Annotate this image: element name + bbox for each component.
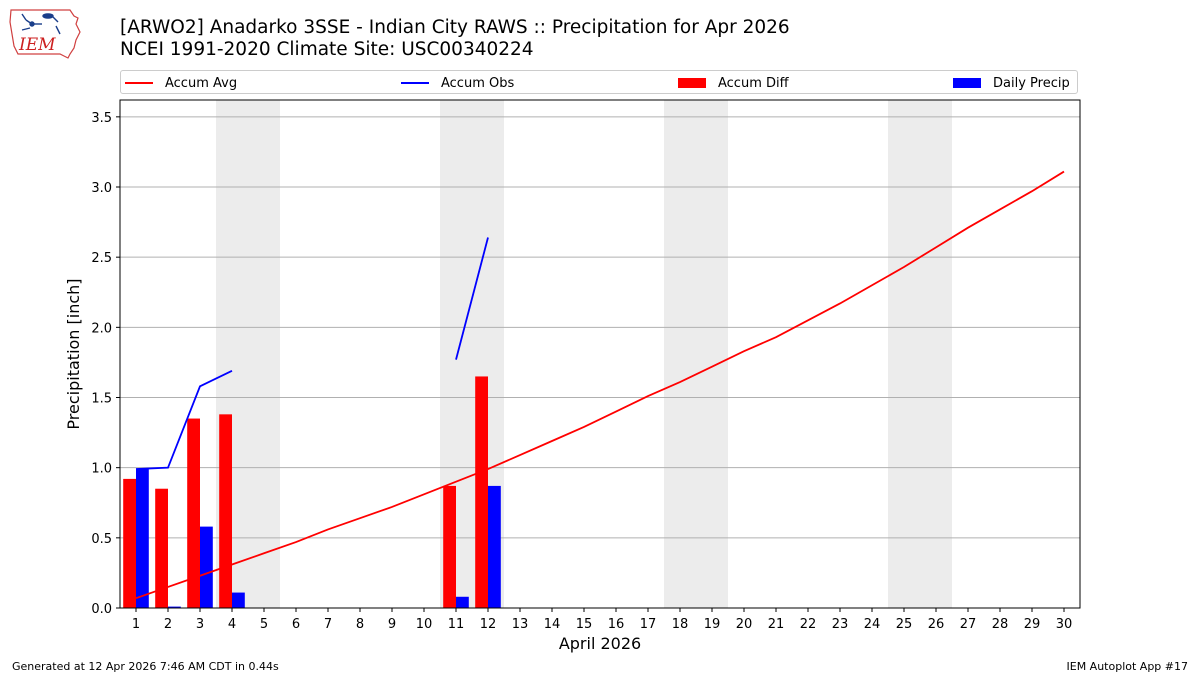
legend-item-daily-precip: Daily Precip	[953, 74, 1070, 92]
bars	[123, 376, 501, 608]
x-tick-label: 16	[608, 617, 625, 632]
y-tick-label: 1.5	[91, 392, 112, 407]
legend-label: Accum Diff	[718, 75, 789, 91]
x-tick-label: 10	[416, 617, 433, 632]
weekend-band	[888, 100, 952, 608]
logo-text: IEM	[18, 35, 56, 55]
x-tick-label: 27	[960, 617, 977, 632]
chart-legend: Accum Avg Accum Obs Accum Diff Daily Pre…	[120, 70, 1078, 94]
x-tick-label: 17	[640, 617, 657, 632]
x-tick-label: 24	[864, 617, 881, 632]
legend-label: Accum Avg	[165, 75, 238, 91]
legend-swatch	[678, 78, 706, 88]
daily-precip-bar	[200, 526, 213, 608]
x-tick-label: 22	[800, 617, 817, 632]
daily-precip-bar	[232, 592, 245, 608]
weekend-shading	[216, 100, 952, 608]
iowa-outline-icon	[9, 9, 81, 59]
daily-precip-bar	[168, 606, 181, 608]
daily-precip-bar	[456, 596, 469, 608]
accum-obs-line	[135, 370, 233, 470]
y-tick-label: 1.0	[91, 462, 112, 477]
legend-swatch	[401, 82, 429, 84]
accum-diff-bar	[187, 418, 200, 608]
accum-diff-bar	[443, 485, 456, 608]
y-tick-label: 0.5	[91, 532, 112, 547]
legend-label: Accum Obs	[441, 75, 515, 91]
x-tick-label: 20	[736, 617, 753, 632]
x-axis-label: April 2026	[559, 634, 641, 653]
y-tick-label: 2.0	[91, 321, 112, 336]
legend-item-accum-obs: Accum Obs	[401, 74, 514, 92]
lines	[135, 170, 1065, 600]
legend-item-accum-avg: Accum Avg	[125, 74, 237, 92]
x-tick-label: 11	[448, 617, 465, 632]
legend-swatch	[125, 82, 153, 84]
x-tick-label: 3	[196, 617, 204, 632]
x-tick-label: 2	[164, 617, 172, 632]
x-tick-label: 1	[132, 617, 140, 632]
grid-lines	[120, 116, 1080, 609]
x-tick-label: 12	[480, 617, 497, 632]
y-tick-label: 2.5	[91, 251, 112, 266]
accum-diff-bar	[219, 414, 232, 608]
x-tick-label: 18	[672, 617, 689, 632]
x-tick-label: 14	[544, 617, 561, 632]
accum-avg-line	[135, 170, 1065, 600]
accum-diff-bar	[155, 488, 168, 608]
daily-precip-bar	[136, 469, 149, 608]
x-tick-label: 7	[324, 617, 332, 632]
x-tick-label: 21	[768, 617, 785, 632]
daily-precip-bar	[488, 485, 501, 608]
weekend-band	[664, 100, 728, 608]
y-axis-label: Precipitation [inch]	[64, 278, 83, 429]
x-tick-label: 13	[512, 617, 529, 632]
plot-frame	[119, 99, 1081, 609]
chart-title: [ARWO2] Anadarko 3SSE - Indian City RAWS…	[120, 17, 790, 38]
axes: 0.00.51.01.52.02.53.03.51 2 3 4 5 6 7 8 9 10 11 12 1…	[91, 111, 1072, 632]
x-tick-label: 30	[1056, 617, 1073, 632]
chart-subtitle: NCEI 1991-2020 Climate Site: USC00340224	[120, 39, 534, 60]
accum-diff-bar	[123, 478, 136, 608]
legend-label: Daily Precip	[993, 75, 1070, 91]
accum-diff-bar	[475, 376, 488, 608]
x-tick-label: 26	[928, 617, 945, 632]
x-tick-label: 19	[704, 617, 721, 632]
y-tick-label: 3.0	[91, 181, 112, 196]
x-tick-label: 8	[356, 617, 364, 632]
accum-obs-line	[455, 237, 489, 360]
y-tick-label: 3.5	[91, 111, 112, 126]
x-tick-label: 9	[388, 617, 396, 632]
x-tick-label: 29	[1024, 617, 1041, 632]
footer-app: IEM Autoplot App #17	[1066, 660, 1189, 673]
x-tick-label: 28	[992, 617, 1009, 632]
legend-item-accum-diff: Accum Diff	[678, 74, 789, 92]
x-tick-label: 4	[228, 617, 236, 632]
footer-generated: Generated at 12 Apr 2026 7:46 AM CDT in …	[12, 660, 279, 673]
x-tick-label: 23	[832, 617, 849, 632]
y-tick-label: 0.0	[91, 602, 112, 617]
x-tick-label: 15	[576, 617, 593, 632]
x-tick-label: 5	[260, 617, 268, 632]
x-tick-label: 25	[896, 617, 913, 632]
legend-swatch	[953, 78, 981, 88]
iem-logo: IEM	[9, 9, 81, 59]
x-tick-label: 6	[292, 617, 300, 632]
weather-instruments-icon	[21, 13, 61, 35]
